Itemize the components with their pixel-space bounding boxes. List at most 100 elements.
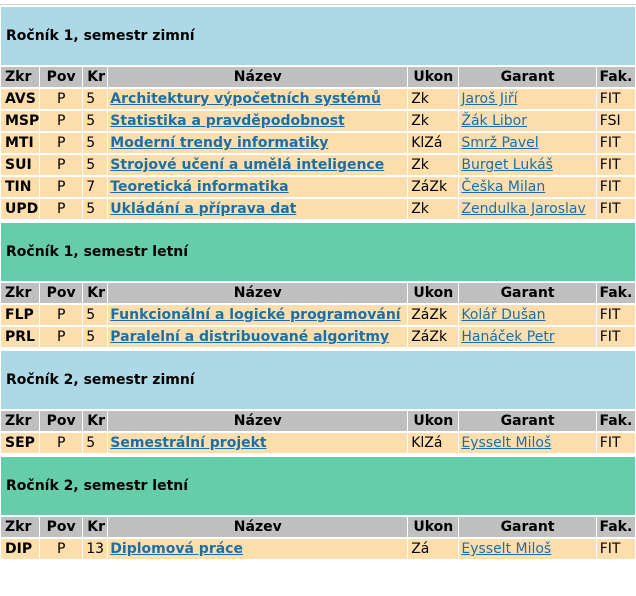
column-header-garant: Garant bbox=[459, 411, 596, 431]
table-row: SEP P 5 Semestrální projekt KlZá Eysselt Milo… bbox=[1, 433, 635, 453]
course-guarantor-cell: Smrž Pavel bbox=[459, 133, 596, 153]
course-name-cell: Ukládání a příprava dat bbox=[108, 199, 408, 219]
column-header-row: Zkr Pov Kr Název Ukon Garant Fak. bbox=[1, 67, 635, 87]
column-header-nazev: Název bbox=[108, 283, 408, 303]
course-name-cell: Funkcionální a logické programování bbox=[108, 305, 408, 325]
course-code: SEP bbox=[1, 433, 40, 453]
semester-title: Ročník 2, semestr letní bbox=[1, 457, 635, 515]
course-code: TIN bbox=[1, 177, 40, 197]
course-name-cell: Moderní trendy informatiky bbox=[108, 133, 408, 153]
course-credits: 5 bbox=[83, 111, 108, 131]
table-row: AVS P 5 Architektury výpočetních systémů Zk J… bbox=[1, 89, 635, 109]
course-credits: 13 bbox=[83, 539, 108, 559]
course-completion: KlZá bbox=[408, 133, 459, 153]
course-guarantor-link[interactable]: Eysselt Miloš bbox=[461, 435, 552, 451]
table-row: DIP P 13 Diplomová práce Zá Eysselt Miloš FIT bbox=[1, 539, 635, 559]
course-faculty: FIT bbox=[596, 177, 635, 197]
course-name-link[interactable]: Semestrální projekt bbox=[110, 435, 267, 451]
curriculum-page: Ročník 1, semestr zimní Zkr Pov Kr Název Ukon… bbox=[0, 4, 636, 559]
column-header-ukon: Ukon bbox=[408, 283, 459, 303]
course-obligation: P bbox=[40, 199, 83, 219]
course-guarantor-link[interactable]: Burget Lukáš bbox=[461, 157, 553, 173]
semester-title: Ročník 1, semestr letní bbox=[1, 223, 635, 281]
course-faculty: FIT bbox=[596, 327, 635, 347]
course-credits: 5 bbox=[83, 199, 108, 219]
course-obligation: P bbox=[40, 539, 83, 559]
course-obligation: P bbox=[40, 433, 83, 453]
course-code: FLP bbox=[1, 305, 40, 325]
column-header-fak: Fak. bbox=[596, 283, 635, 303]
column-header-zkr: Zkr bbox=[1, 283, 40, 303]
course-name-cell: Strojové učení a umělá inteligence bbox=[108, 155, 408, 175]
column-header-fak: Fak. bbox=[596, 517, 635, 537]
course-code: AVS bbox=[1, 89, 40, 109]
column-header-pov: Pov bbox=[40, 517, 83, 537]
course-credits: 5 bbox=[83, 305, 108, 325]
course-guarantor-link[interactable]: Češka Milan bbox=[461, 179, 546, 195]
course-name-link[interactable]: Teoretická informatika bbox=[110, 179, 289, 195]
column-header-pov: Pov bbox=[40, 411, 83, 431]
course-guarantor-link[interactable]: Zendulka Jaroslav bbox=[461, 201, 586, 217]
course-guarantor-cell: Češka Milan bbox=[459, 177, 596, 197]
column-header-ukon: Ukon bbox=[408, 67, 459, 87]
course-faculty: FIT bbox=[596, 155, 635, 175]
column-header-garant: Garant bbox=[459, 67, 596, 87]
column-header-row: Zkr Pov Kr Název Ukon Garant Fak. bbox=[1, 517, 635, 537]
column-header-kr: Kr bbox=[83, 411, 108, 431]
course-code: PRL bbox=[1, 327, 40, 347]
course-faculty: FIT bbox=[596, 539, 635, 559]
course-name-link[interactable]: Strojové učení a umělá inteligence bbox=[110, 157, 385, 173]
course-code: MTI bbox=[1, 133, 40, 153]
table-row: MSP P 5 Statistika a pravděpodobnost Zk Žák L… bbox=[1, 111, 635, 131]
course-faculty: FSI bbox=[596, 111, 635, 131]
course-guarantor-link[interactable]: Hanáček Petr bbox=[461, 329, 555, 345]
course-name-cell: Statistika a pravděpodobnost bbox=[108, 111, 408, 131]
course-credits: 5 bbox=[83, 327, 108, 347]
course-name-link[interactable]: Funkcionální a logické programování bbox=[110, 307, 401, 323]
course-guarantor-link[interactable]: Smrž Pavel bbox=[461, 135, 539, 151]
column-header-nazev: Název bbox=[108, 411, 408, 431]
semester-title: Ročník 2, semestr zimní bbox=[1, 351, 635, 409]
course-name-link[interactable]: Statistika a pravděpodobnost bbox=[110, 113, 345, 129]
semester-header-row: Ročník 1, semestr zimní bbox=[1, 7, 635, 65]
course-guarantor-cell: Burget Lukáš bbox=[459, 155, 596, 175]
course-name-cell: Paralelní a distribuované algoritmy bbox=[108, 327, 408, 347]
course-guarantor-link[interactable]: Žák Libor bbox=[461, 113, 527, 129]
course-name-link[interactable]: Diplomová práce bbox=[110, 541, 243, 557]
column-header-kr: Kr bbox=[83, 67, 108, 87]
table-row: TIN P 7 Teoretická informatika ZáZk Češka Mil… bbox=[1, 177, 635, 197]
course-name-cell: Diplomová práce bbox=[108, 539, 408, 559]
course-credits: 7 bbox=[83, 177, 108, 197]
column-header-zkr: Zkr bbox=[1, 411, 40, 431]
column-header-row: Zkr Pov Kr Název Ukon Garant Fak. bbox=[1, 283, 635, 303]
course-name-link[interactable]: Architektury výpočetních systémů bbox=[110, 91, 381, 107]
course-name-link[interactable]: Moderní trendy informatiky bbox=[110, 135, 329, 151]
course-guarantor-cell: Kolář Dušan bbox=[459, 305, 596, 325]
course-credits: 5 bbox=[83, 433, 108, 453]
course-faculty: FIT bbox=[596, 199, 635, 219]
course-completion: Zk bbox=[408, 199, 459, 219]
table-row: UPD P 5 Ukládání a příprava dat Zk Zendulka J… bbox=[1, 199, 635, 219]
course-guarantor-link[interactable]: Eysselt Miloš bbox=[461, 541, 552, 557]
course-guarantor-link[interactable]: Jaroš Jiří bbox=[461, 91, 518, 107]
course-completion: Zk bbox=[408, 89, 459, 109]
column-header-kr: Kr bbox=[83, 283, 108, 303]
course-name-link[interactable]: Ukládání a příprava dat bbox=[110, 201, 297, 217]
course-name-link[interactable]: Paralelní a distribuované algoritmy bbox=[110, 329, 390, 345]
course-code: UPD bbox=[1, 199, 40, 219]
course-guarantor-cell: Eysselt Miloš bbox=[459, 539, 596, 559]
column-header-zkr: Zkr bbox=[1, 67, 40, 87]
course-guarantor-cell: Hanáček Petr bbox=[459, 327, 596, 347]
course-guarantor-cell: Jaroš Jiří bbox=[459, 89, 596, 109]
column-header-nazev: Název bbox=[108, 517, 408, 537]
course-completion: Zk bbox=[408, 155, 459, 175]
course-guarantor-cell: Eysselt Miloš bbox=[459, 433, 596, 453]
course-completion: Zá bbox=[408, 539, 459, 559]
column-header-fak: Fak. bbox=[596, 67, 635, 87]
course-completion: ZáZk bbox=[408, 305, 459, 325]
course-obligation: P bbox=[40, 177, 83, 197]
course-faculty: FIT bbox=[596, 305, 635, 325]
column-header-ukon: Ukon bbox=[408, 411, 459, 431]
course-guarantor-cell: Žák Libor bbox=[459, 111, 596, 131]
course-guarantor-link[interactable]: Kolář Dušan bbox=[461, 307, 546, 323]
